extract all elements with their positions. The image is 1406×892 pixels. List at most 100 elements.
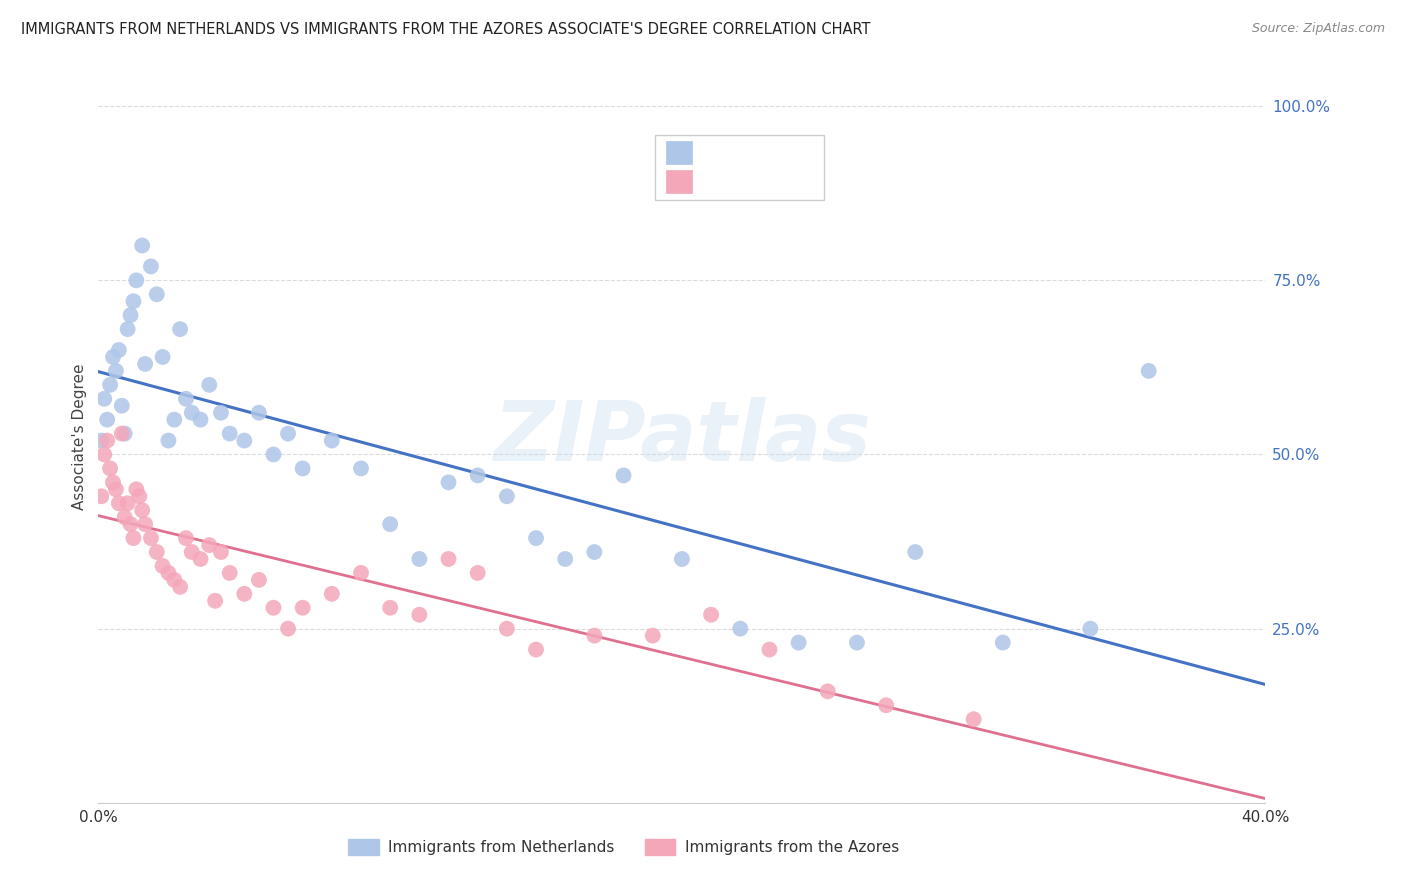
Point <box>114 426 136 441</box>
Point <box>101 350 124 364</box>
Point <box>554 552 576 566</box>
Point <box>146 545 169 559</box>
Point <box>117 496 139 510</box>
Point <box>198 377 221 392</box>
Point <box>114 510 136 524</box>
Point <box>1137 364 1160 378</box>
Point <box>163 412 186 426</box>
Point <box>122 294 145 309</box>
Point <box>90 489 112 503</box>
Point <box>139 260 162 274</box>
Point <box>108 496 131 510</box>
Point <box>700 607 723 622</box>
Point <box>190 412 212 426</box>
Point <box>467 566 489 580</box>
Point <box>291 461 314 475</box>
Point <box>277 426 299 441</box>
Point <box>209 406 232 420</box>
Point <box>962 712 984 726</box>
Point <box>131 503 153 517</box>
Point <box>991 635 1014 649</box>
Point <box>233 434 256 448</box>
Text: IMMIGRANTS FROM NETHERLANDS VS IMMIGRANTS FROM THE AZORES ASSOCIATE'S DEGREE COR: IMMIGRANTS FROM NETHERLANDS VS IMMIGRANT… <box>21 22 870 37</box>
Point <box>904 545 927 559</box>
Text: R =: R = <box>697 174 731 189</box>
Point <box>157 566 180 580</box>
Point <box>117 322 139 336</box>
Text: ZIPatlas: ZIPatlas <box>494 397 870 477</box>
Point <box>180 406 202 420</box>
Point <box>96 412 118 426</box>
Point <box>174 531 197 545</box>
Point <box>350 461 373 475</box>
Point <box>408 607 430 622</box>
Point <box>111 426 134 441</box>
Y-axis label: Associate's Degree: Associate's Degree <box>72 364 87 510</box>
Point <box>321 434 343 448</box>
Point <box>98 377 121 392</box>
Point <box>169 580 191 594</box>
Point <box>233 587 256 601</box>
Point <box>641 629 664 643</box>
Point <box>846 635 869 649</box>
Point <box>157 434 180 448</box>
Point <box>120 308 142 322</box>
Point <box>93 392 115 406</box>
Point <box>120 517 142 532</box>
Point <box>190 552 212 566</box>
Point <box>108 343 131 357</box>
Text: Source: ZipAtlas.com: Source: ZipAtlas.com <box>1251 22 1385 36</box>
Point <box>104 364 127 378</box>
Point <box>122 531 145 545</box>
Text: 51: 51 <box>806 145 825 160</box>
Text: 0.081: 0.081 <box>728 145 772 160</box>
Point <box>321 587 343 601</box>
Point <box>758 642 780 657</box>
Point <box>218 426 240 441</box>
Point <box>174 392 197 406</box>
Point <box>612 468 634 483</box>
Point <box>198 538 221 552</box>
Point <box>218 566 240 580</box>
Point <box>262 448 284 462</box>
Point <box>128 489 150 503</box>
Point <box>291 600 314 615</box>
Point <box>134 357 156 371</box>
Point <box>163 573 186 587</box>
Point <box>204 594 226 608</box>
Point <box>437 475 460 490</box>
Point <box>730 622 752 636</box>
Point <box>111 399 134 413</box>
Point <box>131 238 153 252</box>
Point <box>209 545 232 559</box>
Point <box>496 622 519 636</box>
Text: 49: 49 <box>806 174 825 189</box>
Point <box>277 622 299 636</box>
Point <box>787 635 810 649</box>
Point <box>125 483 148 497</box>
Point <box>350 566 373 580</box>
Point <box>104 483 127 497</box>
Point <box>146 287 169 301</box>
Point <box>583 545 606 559</box>
Point <box>96 434 118 448</box>
Point <box>875 698 897 713</box>
Point <box>93 448 115 462</box>
Point <box>90 434 112 448</box>
Point <box>380 600 402 615</box>
Point <box>262 600 284 615</box>
Point <box>671 552 693 566</box>
Point <box>125 273 148 287</box>
Legend: Immigrants from Netherlands, Immigrants from the Azores: Immigrants from Netherlands, Immigrants … <box>342 833 905 861</box>
Text: -0.528: -0.528 <box>728 174 778 189</box>
Point <box>169 322 191 336</box>
Point <box>583 629 606 643</box>
Point <box>134 517 156 532</box>
Point <box>437 552 460 566</box>
Point <box>467 468 489 483</box>
Point <box>98 461 121 475</box>
Point <box>152 350 174 364</box>
Point <box>139 531 162 545</box>
Point <box>152 558 174 573</box>
Point <box>1080 622 1102 636</box>
